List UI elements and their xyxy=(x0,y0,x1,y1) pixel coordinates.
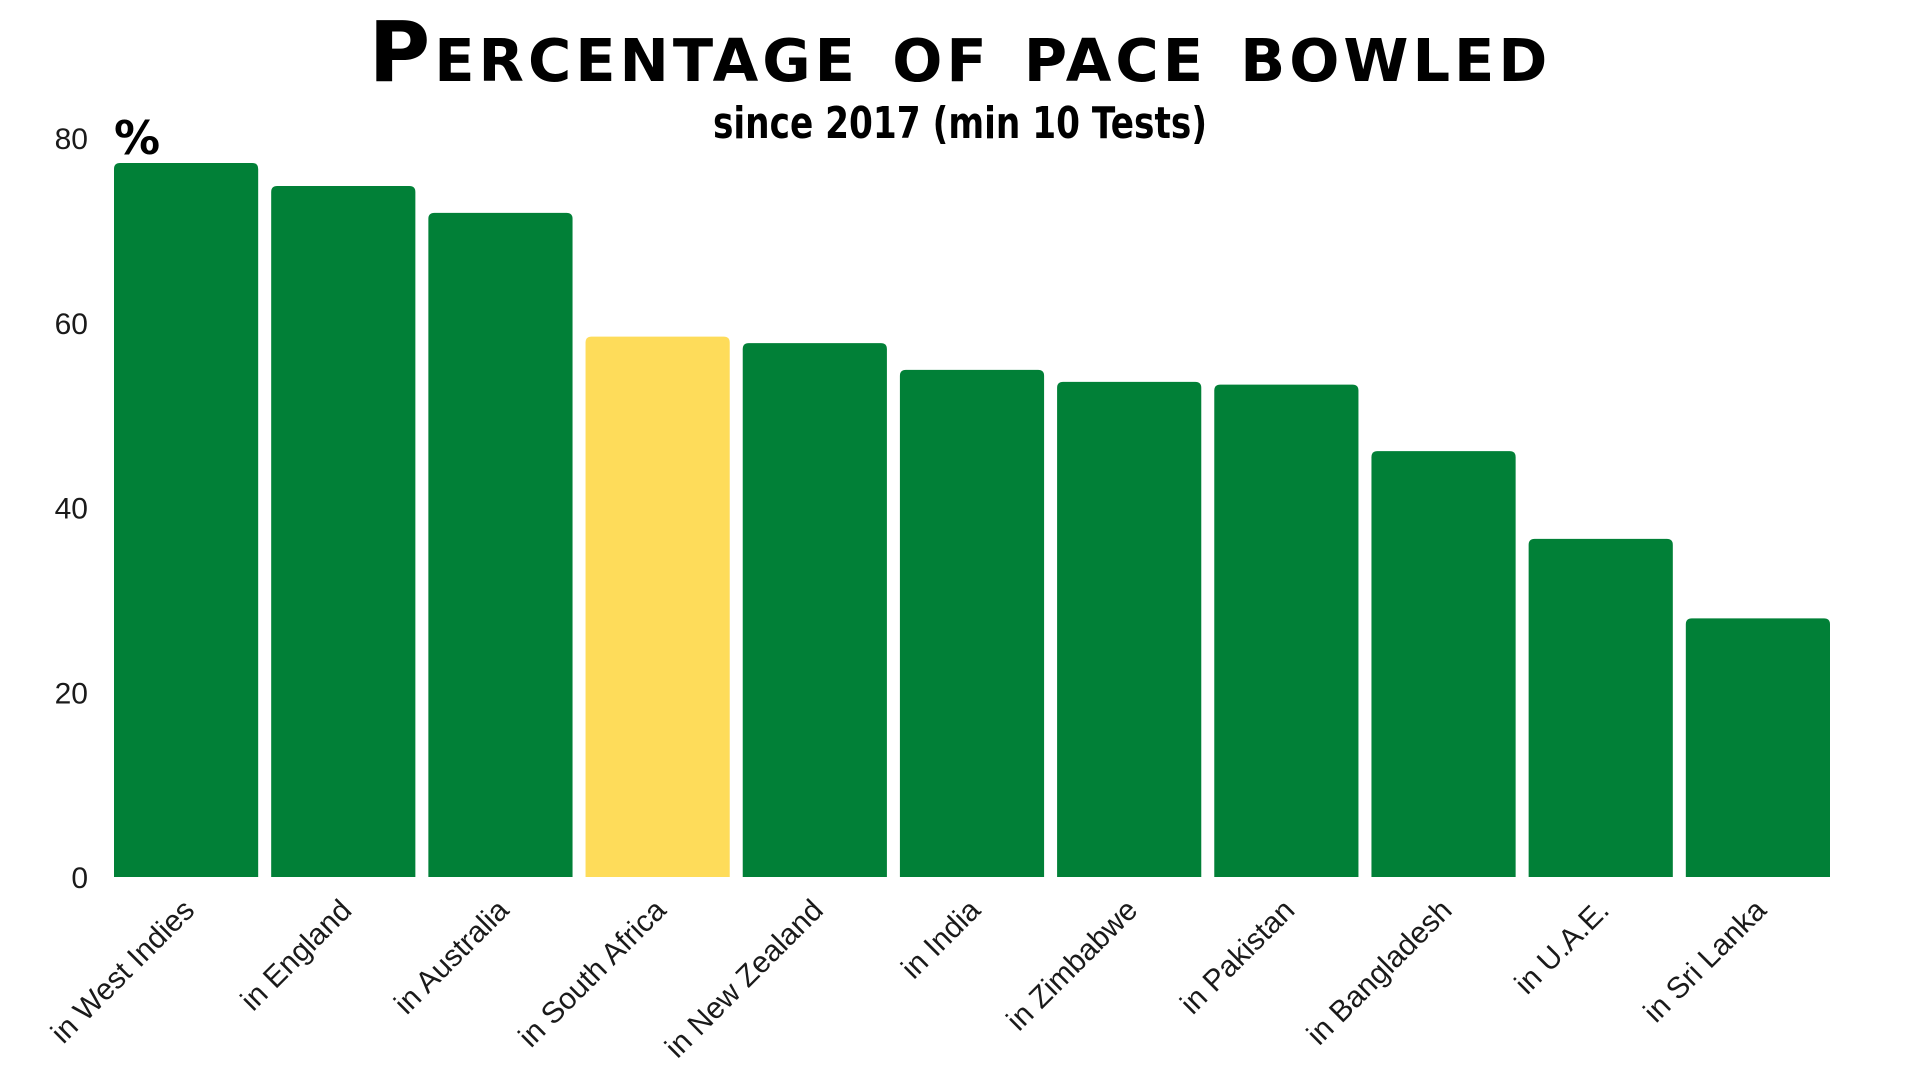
x-tick-label: in Bangladesh xyxy=(1301,894,1459,1052)
bar xyxy=(1685,618,1830,877)
y-tick-label: 20 xyxy=(55,677,88,710)
bar xyxy=(899,369,1045,877)
bar xyxy=(428,212,573,878)
bar xyxy=(114,162,259,877)
x-tick-label: in Sri Lanka xyxy=(1637,893,1773,1029)
y-unit-label: % xyxy=(114,111,160,165)
bar xyxy=(742,343,887,877)
x-tick-label: in South Africa xyxy=(512,893,672,1053)
bar xyxy=(271,186,416,877)
chart-subtitle: since 2017 (min 10 Tests) xyxy=(712,98,1208,149)
y-axis: 0 20 40 60 80 xyxy=(55,123,88,895)
x-tick-label: in Australia xyxy=(388,893,515,1020)
x-tick-label: in England xyxy=(235,894,359,1018)
y-tick-label: 0 xyxy=(71,862,88,895)
y-tick-label: 60 xyxy=(55,308,88,341)
x-tick-label: in Zimbabwe xyxy=(1001,894,1145,1038)
x-tick-label: in West Indies xyxy=(45,894,201,1050)
x-tick-label: in U.A.E. xyxy=(1509,894,1616,1001)
bar xyxy=(1528,538,1673,877)
bar xyxy=(585,336,730,877)
y-tick-label: 40 xyxy=(55,493,88,526)
bar xyxy=(1057,381,1202,877)
bar xyxy=(1214,384,1359,877)
bar xyxy=(1371,451,1516,877)
x-tick-label: in India xyxy=(895,893,987,985)
y-tick-label: 80 xyxy=(55,123,88,156)
bars xyxy=(114,162,1830,878)
x-tick-label: in New Zealand xyxy=(659,894,830,1065)
chart-title: Percentage of pace bowled xyxy=(368,3,1552,101)
x-tick-label: in Pakistan xyxy=(1174,894,1301,1021)
